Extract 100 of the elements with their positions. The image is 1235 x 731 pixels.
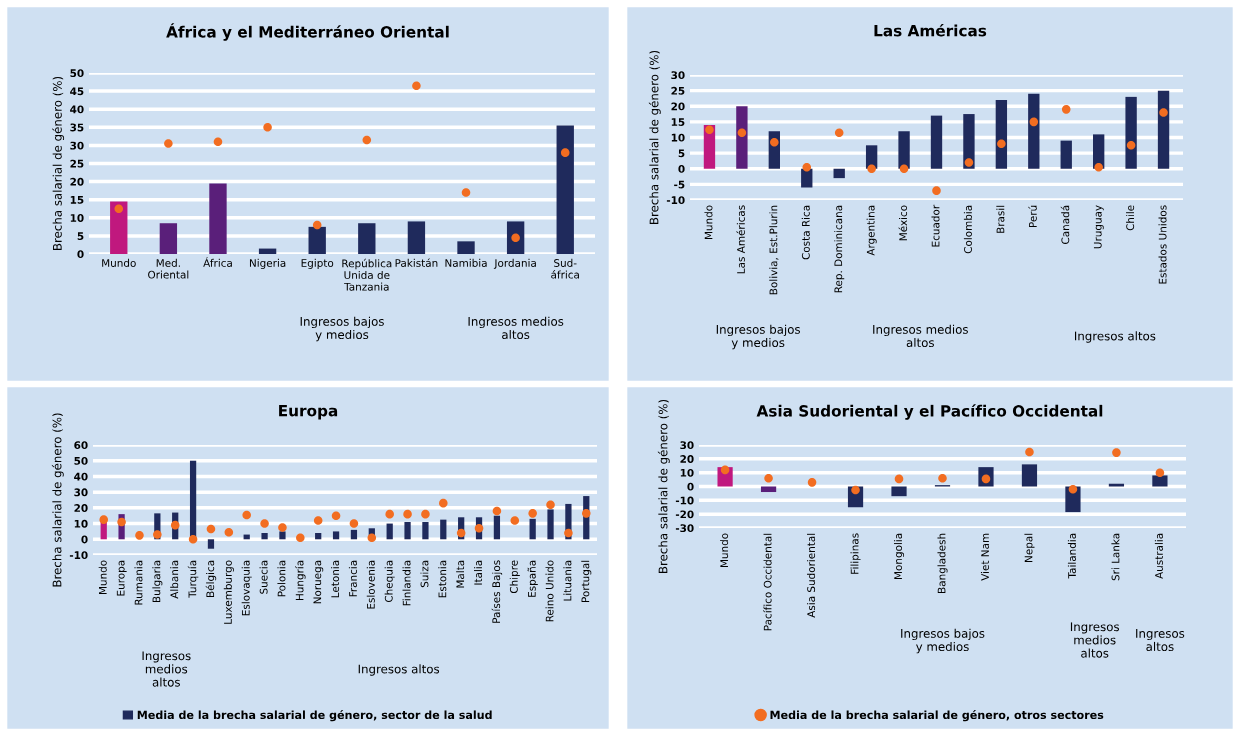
y-tick-label: 45 [70, 87, 84, 96]
point [385, 509, 394, 519]
point [331, 511, 341, 520]
x-tick-label: Portugal [581, 560, 592, 602]
bar [1157, 90, 1170, 169]
point [938, 473, 947, 483]
point [867, 164, 876, 174]
point [1061, 105, 1071, 114]
x-tick-label: Chequia [384, 560, 395, 603]
x-tick-label: Mundo [704, 205, 713, 240]
bar [358, 223, 376, 254]
y-tick-label: 0 [81, 535, 88, 544]
x-tick-label: Turquía [187, 560, 199, 598]
x-tick-label: Uruguay [1093, 205, 1104, 249]
x-tick-label: Colombia [963, 205, 972, 254]
x-tick-label: Italia [474, 560, 483, 585]
point [705, 125, 714, 134]
point [362, 135, 372, 145]
y-tick-label: 25 [70, 159, 84, 168]
x-tick-label: Eslovaquia [241, 560, 252, 616]
x-tick-label: Filipinas [850, 533, 861, 574]
point [582, 509, 591, 518]
point [1159, 108, 1168, 117]
point [851, 485, 860, 495]
x-tick-label: Bangladesh [937, 533, 948, 593]
x-tick-label: Pakistán [395, 258, 438, 267]
point [439, 498, 448, 508]
bar [404, 522, 411, 540]
y-axis-title: Brecha salarial de género (%) [51, 413, 64, 587]
point [1029, 117, 1039, 127]
bar [995, 100, 1008, 169]
x-tick-label: Rumania [134, 560, 143, 605]
point [263, 123, 272, 132]
bar [930, 115, 943, 169]
bar [556, 125, 574, 254]
x-tick-label: Pacífico Occidental [763, 533, 772, 631]
chart-title: África y el Mediterráneo Oriental [166, 23, 449, 41]
x-tick-label: Tailandia [1067, 533, 1076, 579]
x-tick-label: Finlandia [402, 560, 411, 606]
x-tick-label: Sud- áfrica [551, 258, 579, 279]
x-tick-label: Estados Unidos [1158, 205, 1167, 284]
bar [110, 201, 128, 254]
text: Ingresos medios altos [468, 316, 564, 340]
bar [547, 509, 554, 540]
point [206, 524, 216, 534]
point [1068, 484, 1078, 494]
bar [386, 523, 393, 540]
bar [963, 114, 975, 169]
x-tick-label: Francia [348, 560, 357, 597]
y-axis-title: Brecha salarial de género (%) [648, 50, 661, 224]
point [117, 517, 126, 527]
point [834, 128, 844, 138]
y-tick-label: 0 [678, 164, 685, 173]
bar [898, 131, 910, 169]
bar [891, 486, 907, 497]
x-tick-label: Mundo [102, 258, 136, 267]
bar [308, 226, 326, 254]
x-tick-label: Jordania [493, 258, 536, 269]
chart-title: Asia Sudoriental y el Pacífico Occidental [756, 404, 1103, 420]
x-tick-label: Med. Oriental [148, 258, 189, 279]
y-tick-label: 50 [74, 456, 88, 465]
point [153, 530, 162, 539]
x-tick-label: Suecia [259, 560, 268, 594]
point [461, 188, 471, 197]
y-tick-label: -10 [69, 551, 88, 560]
x-tick-label: Ecuador [931, 204, 940, 247]
x-tick-label: Asia Sudoriental [807, 533, 816, 618]
x-tick-label: Las Américas [736, 205, 745, 274]
legend-label: Media de la brecha salarial de género, sector de la salud [137, 710, 492, 722]
point [510, 516, 520, 525]
text: Ingresos altos [358, 664, 440, 676]
point [528, 509, 537, 518]
text: Ingresos bajos y medios [300, 316, 384, 342]
x-tick-label: Hungría [295, 560, 306, 601]
x-tick-label: Rep. Dominicana [834, 205, 845, 293]
x-tick-label: Sri Lanka [1111, 533, 1120, 581]
y-tick-label: 25 [671, 86, 685, 95]
y-tick-label: 15 [671, 118, 685, 126]
y-tick-label: 10 [74, 519, 88, 528]
x-tick-label: Canadá [1060, 205, 1070, 244]
x-tick-label: Perú [1028, 205, 1037, 228]
y-axis-title: Brecha salarial de género (%) [657, 399, 670, 573]
bar [833, 168, 845, 179]
chart-title: Las Américas [874, 24, 987, 37]
point [170, 520, 180, 530]
bar [1021, 464, 1038, 487]
text: Ingresos medios altos [142, 651, 191, 687]
x-tick-label: Polonia [277, 560, 286, 597]
bar [315, 533, 322, 540]
point [560, 148, 570, 157]
bar [207, 539, 215, 549]
x-tick-label: Europa [116, 560, 127, 596]
x-tick-label: Bulgaria [152, 560, 163, 603]
y-tick-label: 30 [74, 488, 88, 497]
point [492, 506, 502, 516]
bar [457, 241, 475, 254]
bar [332, 531, 340, 540]
point [1025, 447, 1034, 457]
point [114, 204, 124, 214]
y-tick-label: 40 [70, 105, 84, 114]
